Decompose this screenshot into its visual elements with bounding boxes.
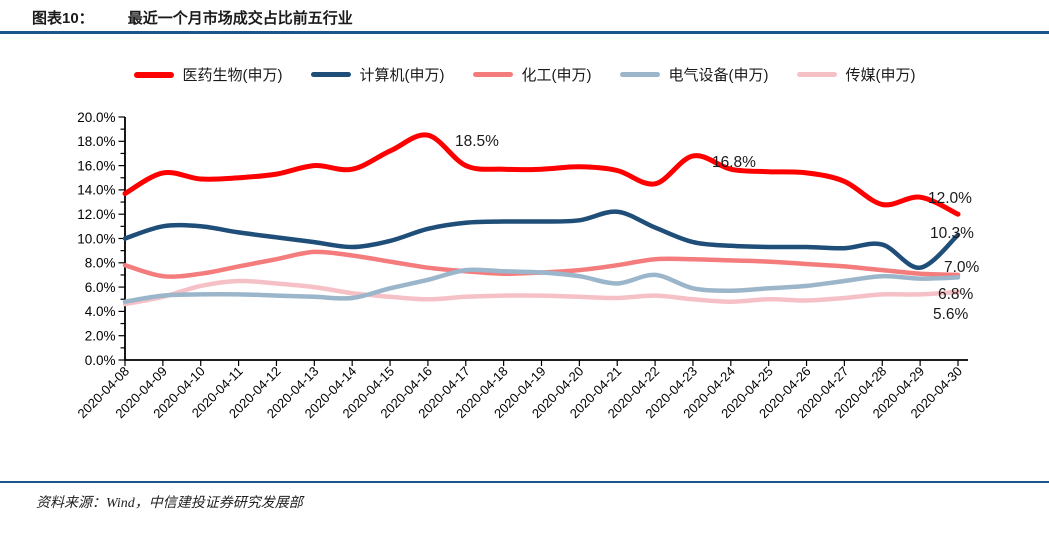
y-tick-label: 10.0% — [77, 231, 115, 246]
data-label: 12.0% — [928, 190, 972, 207]
data-label: 7.0% — [944, 259, 980, 276]
y-tick-label: 14.0% — [77, 183, 115, 198]
legend-label: 化工(申万) — [521, 67, 592, 84]
legend-line-swatch — [472, 72, 513, 77]
data-label: 16.8% — [712, 154, 756, 171]
legend-item: 医药生物(申万) — [133, 64, 283, 85]
data-source: 资料来源：Wind，中信建投证券研究发展部 — [36, 496, 303, 511]
y-tick-label: 12.0% — [77, 207, 115, 222]
series-line — [122, 209, 961, 270]
y-tick-label: 18.0% — [77, 134, 115, 149]
y-tick-label: 4.0% — [85, 304, 116, 319]
y-tick-label: 2.0% — [85, 329, 116, 344]
figure-title: 最近一个月市场成交占比前五行业 — [127, 10, 353, 27]
series-line — [122, 267, 961, 304]
y-tick-label: 0.0% — [85, 353, 116, 368]
legend-item: 计算机(申万) — [310, 64, 445, 85]
figure-tag: 图表10： — [32, 10, 94, 27]
legend-line-swatch — [133, 71, 174, 78]
data-label: 10.3% — [930, 225, 974, 242]
legend-item: 化工(申万) — [472, 64, 592, 85]
series-line — [122, 132, 961, 217]
trading-share-line-chart: 0.0% 2.0% 4.0% 6.0% 8.0% 10.0% 12.0% 14.0% 16.0%… — [74, 110, 980, 421]
legend-label: 传媒(申万) — [845, 67, 916, 84]
legend-item: 传媒(申万) — [796, 64, 916, 85]
footer-divider — [0, 481, 1049, 483]
y-tick-label: 6.0% — [85, 280, 116, 295]
data-label: 18.5% — [455, 133, 499, 150]
legend-label: 计算机(申万) — [359, 67, 445, 84]
figure-header: 图表10： 最近一个月市场成交占比前五行业 — [32, 7, 353, 28]
legend-line-swatch — [796, 72, 837, 77]
axis-lines — [124, 117, 968, 361]
y-tick-label: 16.0% — [77, 158, 115, 173]
y-tick-label: 8.0% — [85, 256, 116, 271]
chart-legend: 医药生物(申万) 计算机(申万) 化工(申万) 电气设备(申万) 传媒(申万) — [0, 64, 1049, 85]
legend-item: 电气设备(申万) — [619, 64, 769, 85]
data-label: 6.8% — [938, 286, 974, 303]
header-divider — [0, 31, 1049, 34]
legend-label: 电气设备(申万) — [668, 67, 769, 84]
legend-line-swatch — [619, 72, 660, 77]
data-label: 5.6% — [933, 306, 969, 323]
legend-label: 医药生物(申万) — [182, 67, 283, 84]
y-tick-label: 20.0% — [77, 110, 115, 125]
series-line — [122, 278, 961, 307]
legend-line-swatch — [310, 72, 351, 77]
